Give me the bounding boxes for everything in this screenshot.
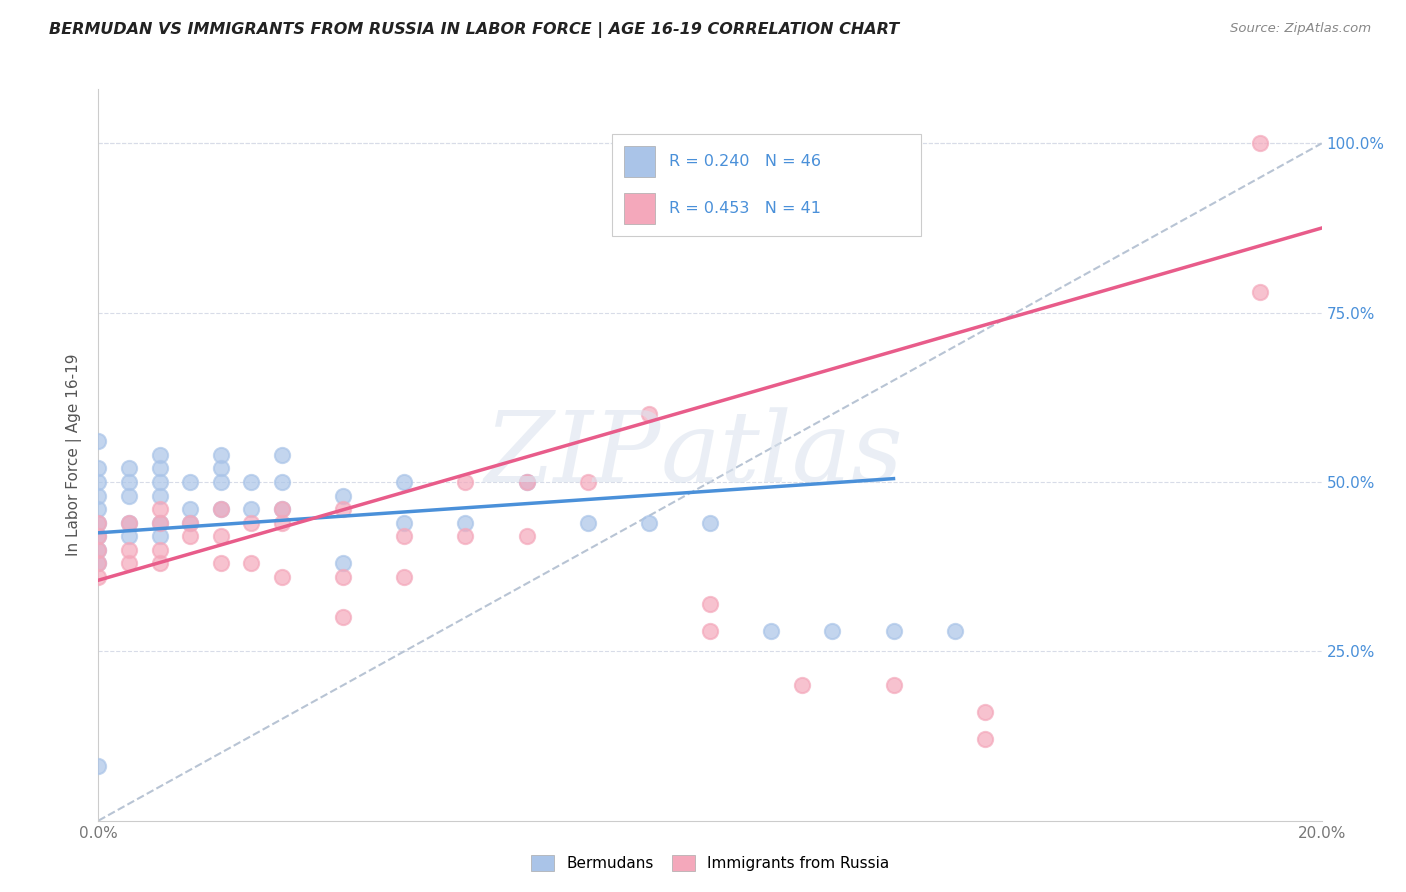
Point — [149, 489, 172, 503]
Text: R = 0.240   N = 46: R = 0.240 N = 46 — [669, 154, 821, 169]
Point — [821, 624, 844, 638]
Point — [87, 759, 110, 773]
Point — [209, 448, 232, 462]
Point — [699, 516, 721, 530]
Point — [87, 489, 110, 503]
Point — [179, 516, 201, 530]
Point — [454, 516, 477, 530]
Point — [699, 597, 721, 611]
Point — [118, 529, 141, 543]
Point — [576, 475, 599, 489]
Point — [87, 516, 110, 530]
Point — [87, 461, 110, 475]
Point — [454, 475, 477, 489]
Point — [179, 529, 201, 543]
Point — [392, 516, 416, 530]
Point — [87, 542, 110, 557]
Point — [270, 502, 292, 516]
Point — [118, 516, 141, 530]
Y-axis label: In Labor Force | Age 16-19: In Labor Force | Age 16-19 — [66, 353, 83, 557]
Point — [392, 570, 416, 584]
Text: R = 0.453   N = 41: R = 0.453 N = 41 — [669, 202, 821, 216]
Text: Source: ZipAtlas.com: Source: ZipAtlas.com — [1230, 22, 1371, 36]
Point — [179, 475, 201, 489]
Point — [270, 570, 292, 584]
Point — [118, 556, 141, 570]
Point — [87, 475, 110, 489]
Point — [240, 556, 263, 570]
Point — [209, 529, 232, 543]
Point — [974, 706, 997, 720]
Point — [270, 502, 292, 516]
Point — [149, 448, 172, 462]
Point — [392, 529, 416, 543]
Point — [149, 556, 172, 570]
Point — [637, 407, 661, 421]
Point — [149, 461, 172, 475]
Point — [974, 732, 997, 747]
Text: atlas: atlas — [661, 408, 904, 502]
Point — [516, 475, 538, 489]
Point — [118, 516, 141, 530]
Point — [332, 610, 354, 624]
Point — [209, 556, 232, 570]
Point — [883, 678, 905, 692]
Point — [240, 516, 263, 530]
Point — [332, 570, 354, 584]
Point — [87, 570, 110, 584]
Point — [759, 624, 782, 638]
Point — [179, 516, 201, 530]
FancyBboxPatch shape — [624, 194, 655, 224]
Point — [149, 475, 172, 489]
Point — [209, 475, 232, 489]
Point — [87, 516, 110, 530]
Point — [454, 529, 477, 543]
Point — [699, 624, 721, 638]
Point — [87, 529, 110, 543]
Point — [149, 529, 172, 543]
Point — [332, 556, 354, 570]
Point — [87, 529, 110, 543]
Point — [637, 516, 661, 530]
Point — [1249, 136, 1271, 151]
Point — [118, 489, 141, 503]
Point — [270, 448, 292, 462]
Point — [118, 542, 141, 557]
Point — [87, 556, 110, 570]
Point — [1249, 285, 1271, 300]
Point — [332, 502, 354, 516]
Text: ZIP: ZIP — [485, 408, 661, 502]
Point — [270, 475, 292, 489]
Point — [179, 502, 201, 516]
Point — [576, 516, 599, 530]
Point — [149, 502, 172, 516]
Point — [87, 434, 110, 449]
Point — [883, 624, 905, 638]
Point — [209, 502, 232, 516]
Point — [332, 489, 354, 503]
Point — [209, 461, 232, 475]
Point — [87, 556, 110, 570]
FancyBboxPatch shape — [624, 146, 655, 177]
Point — [516, 475, 538, 489]
Point — [87, 502, 110, 516]
Point — [87, 542, 110, 557]
Point — [240, 502, 263, 516]
Point — [149, 516, 172, 530]
Point — [118, 475, 141, 489]
Point — [392, 475, 416, 489]
Point — [240, 475, 263, 489]
Point — [209, 502, 232, 516]
Point — [149, 542, 172, 557]
Point — [516, 529, 538, 543]
Point — [943, 624, 966, 638]
Text: BERMUDAN VS IMMIGRANTS FROM RUSSIA IN LABOR FORCE | AGE 16-19 CORRELATION CHART: BERMUDAN VS IMMIGRANTS FROM RUSSIA IN LA… — [49, 22, 900, 38]
Point — [270, 516, 292, 530]
Point — [118, 461, 141, 475]
Legend: Bermudans, Immigrants from Russia: Bermudans, Immigrants from Russia — [523, 847, 897, 879]
Point — [790, 678, 813, 692]
Point — [149, 516, 172, 530]
